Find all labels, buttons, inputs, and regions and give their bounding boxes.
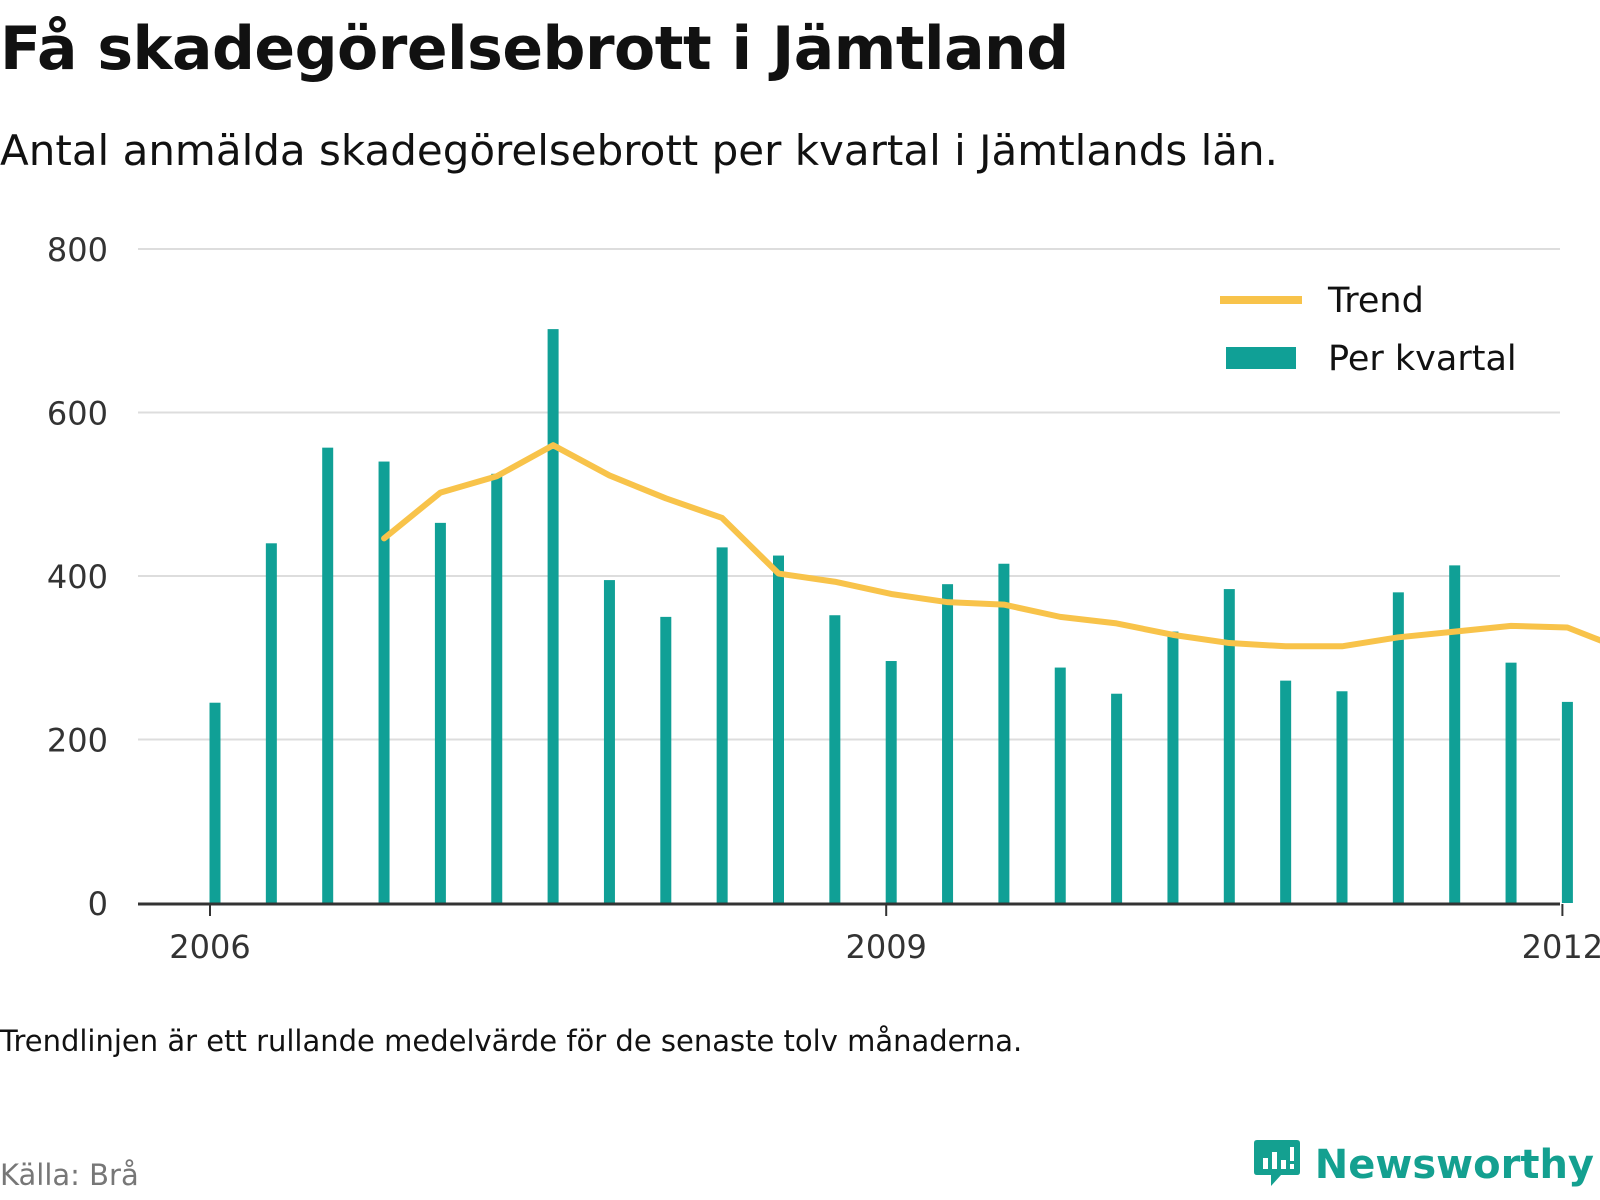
legend-bar-swatch: [1226, 347, 1296, 369]
bar: [547, 329, 559, 903]
bar: [209, 702, 221, 903]
bar: [1505, 662, 1517, 903]
gridlines: [138, 248, 1560, 741]
bar: [1054, 667, 1066, 903]
y-tick-label: 200: [47, 722, 108, 760]
bar: [434, 522, 446, 903]
x-tick-label: 2006: [169, 928, 250, 966]
bar: [1223, 589, 1235, 903]
x-tick-label: 2009: [845, 928, 926, 966]
bar: [1392, 592, 1404, 903]
bar: [660, 616, 672, 903]
x-axis: 2006200920122015201820212023: [138, 902, 1600, 966]
bar: [1561, 701, 1573, 903]
bar: [829, 615, 841, 903]
bar: [603, 580, 615, 903]
trend-line-group: [381, 442, 1600, 650]
bar: [378, 461, 390, 903]
newsworthy-logo-icon: [1253, 1138, 1301, 1192]
brand-name: Newsworthy: [1314, 1142, 1594, 1188]
legend-trend-label: Trend: [1327, 281, 1424, 321]
bar: [1111, 693, 1123, 903]
footnote: Trendlinjen är ett rullande medelvärde f…: [0, 1024, 1023, 1058]
y-tick-label: 800: [47, 231, 108, 269]
bar: [942, 584, 954, 903]
y-tick-label: 400: [47, 558, 108, 596]
trend-line: [381, 442, 1600, 650]
bar: [265, 543, 277, 903]
bar: [998, 563, 1010, 903]
chart-subtitle: Antal anmälda skadegörelsebrott per kvar…: [0, 126, 1278, 175]
x-tick-label: 2012: [1522, 928, 1600, 966]
legend: Trend Per kvartal: [1220, 281, 1517, 379]
bar: [885, 661, 897, 903]
bars: [209, 329, 1573, 903]
source-credit: Källa: Brå: [0, 1158, 139, 1192]
bar: [773, 555, 784, 903]
y-axis-ticks: 0 200 400 600 800: [47, 231, 108, 923]
y-tick-label: 600: [47, 395, 108, 433]
bar: [1167, 631, 1179, 903]
bar: [1336, 691, 1348, 903]
bar: [716, 547, 728, 903]
brand-logo: Newsworthy: [1253, 1140, 1594, 1190]
y-tick-label: 0: [88, 885, 108, 923]
legend-bars-label: Per kvartal: [1328, 339, 1517, 379]
bar: [1449, 565, 1461, 903]
bar: [491, 473, 503, 903]
bar: [1280, 680, 1292, 903]
chart-title: Få skadegörelsebrott i Jämtland: [0, 14, 1069, 84]
bar: [322, 447, 334, 903]
